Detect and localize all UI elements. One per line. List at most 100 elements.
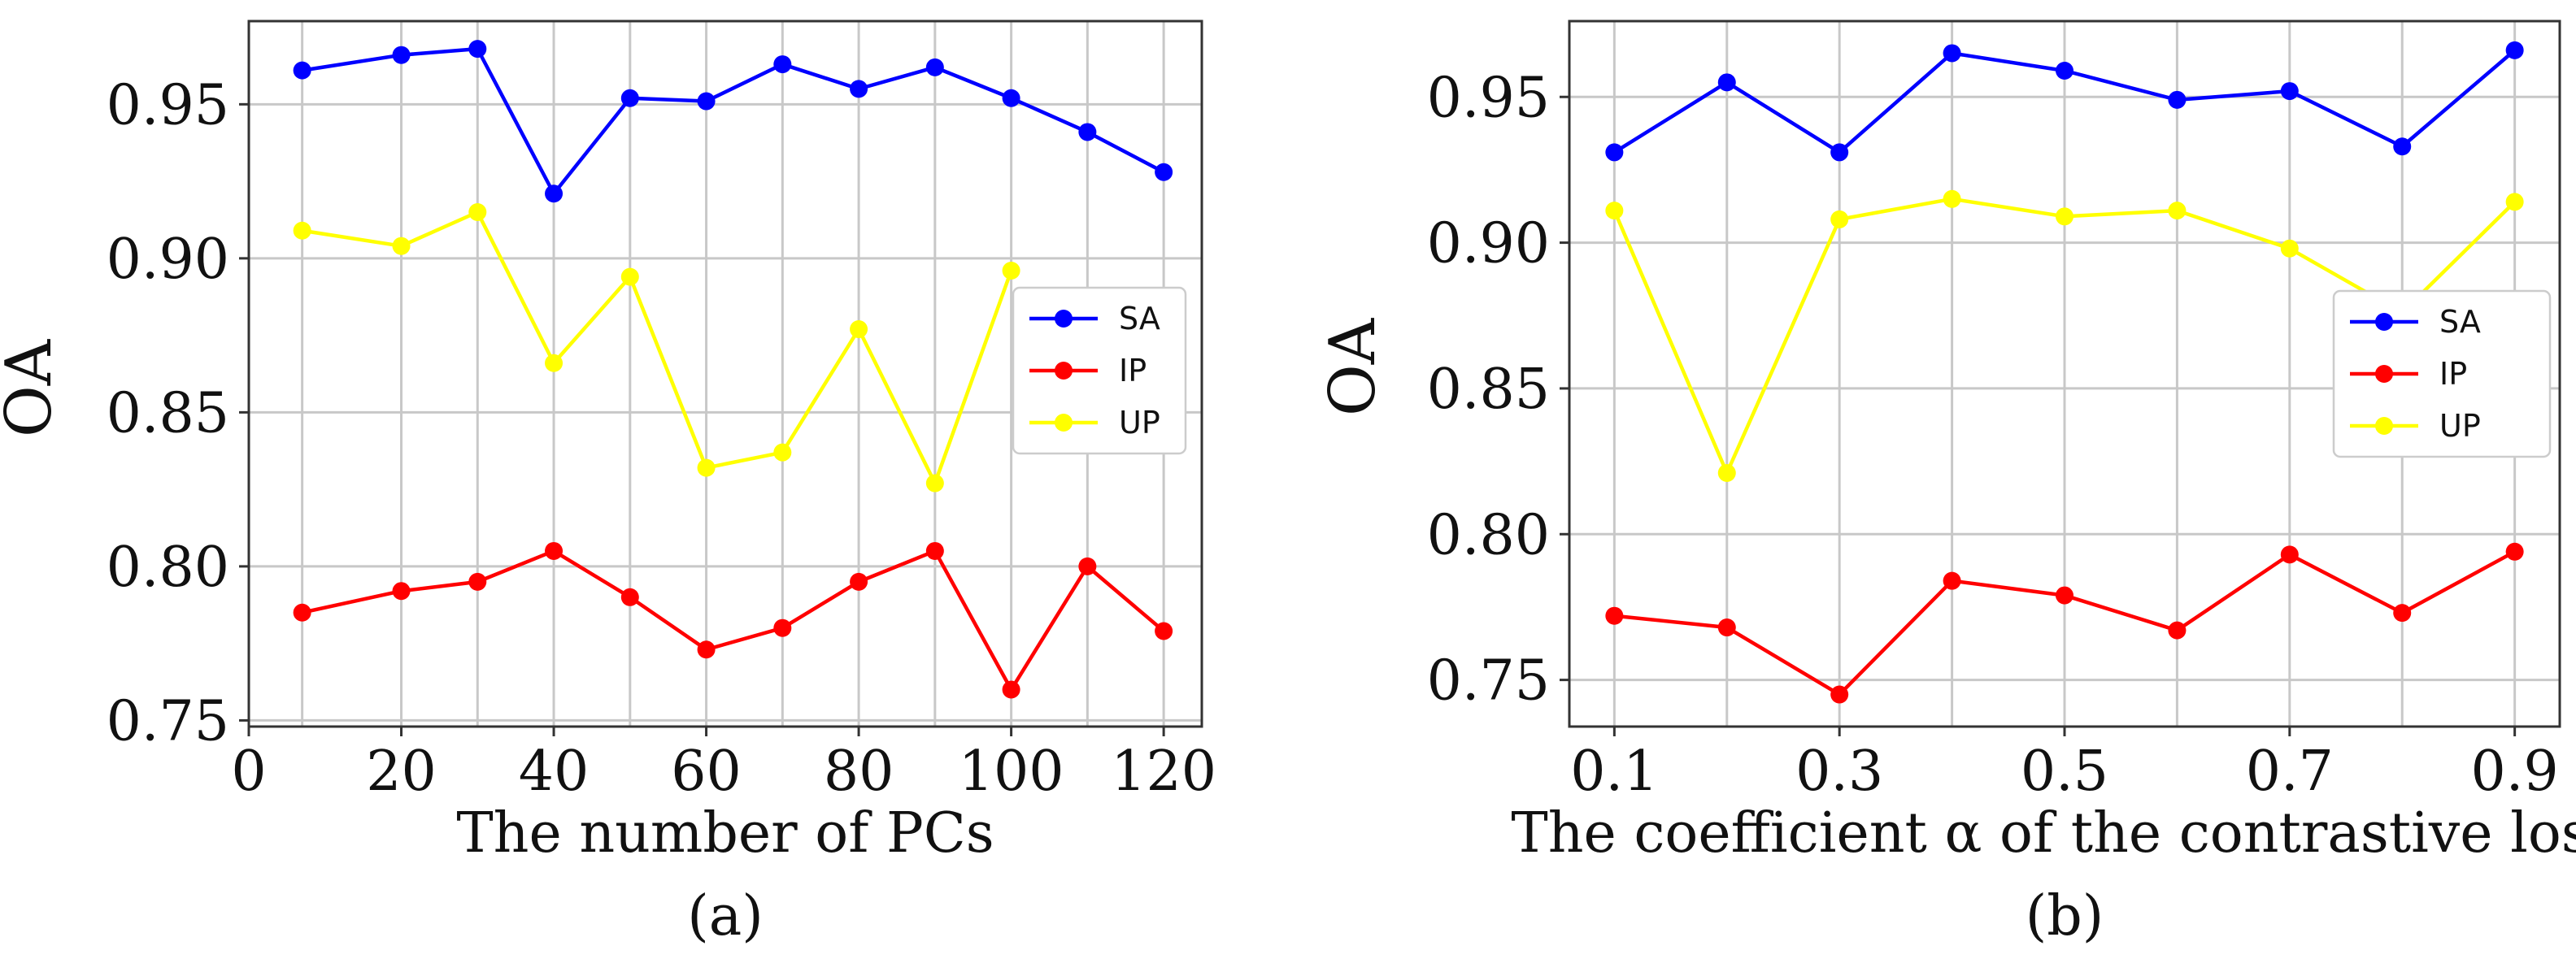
data-point-up — [1002, 262, 1020, 280]
x-tick-label: 40 — [519, 740, 590, 804]
y-axis-label: OA — [1316, 317, 1390, 416]
panel-label: (b) — [2026, 884, 2104, 948]
data-point-up — [2056, 207, 2073, 226]
data-point-up — [1943, 189, 1961, 208]
legend-swatch-marker — [2375, 417, 2393, 435]
x-tick-label: 0.9 — [2471, 740, 2559, 804]
legend-swatch-marker — [1055, 414, 1073, 432]
y-tick-label: 0.80 — [107, 536, 229, 600]
series-ip — [293, 541, 1173, 699]
legend-label-up: UP — [2439, 408, 2481, 444]
data-point-up — [1605, 202, 1624, 220]
legend-label-ip: IP — [2439, 356, 2467, 392]
data-point-sa — [620, 89, 639, 107]
data-point-ip — [2505, 542, 2524, 561]
data-point-ip — [850, 572, 868, 591]
y-tick-label: 0.75 — [1427, 649, 1550, 714]
data-point-sa — [1605, 143, 1624, 162]
data-point-ip — [620, 588, 639, 606]
x-tick-label: 0.3 — [1795, 740, 1883, 804]
x-tick-label: 60 — [671, 740, 742, 804]
data-point-sa — [392, 46, 411, 64]
legend-box — [1012, 286, 1187, 455]
data-point-sa — [773, 55, 792, 74]
data-point-ip — [773, 618, 792, 637]
legend-label-sa: SA — [2439, 304, 2481, 340]
y-tick-label: 0.90 — [107, 228, 229, 292]
data-point-up — [697, 458, 716, 477]
data-point-sa — [293, 61, 311, 80]
data-point-ip — [697, 640, 716, 659]
data-point-up — [1717, 463, 1736, 482]
legend-swatch-marker — [1055, 310, 1073, 328]
data-point-sa — [1078, 123, 1097, 141]
data-point-ip — [1002, 680, 1020, 699]
data-point-up — [2505, 193, 2524, 211]
data-point-ip — [1943, 571, 1961, 590]
x-tick-label: 120 — [1111, 740, 1216, 804]
legend-label-up: UP — [1119, 405, 1160, 440]
legend-swatch-marker — [2375, 313, 2393, 331]
legend-swatch-marker — [1055, 362, 1073, 380]
data-point-sa — [2505, 41, 2524, 59]
data-point-sa — [1717, 73, 1736, 92]
data-point-sa — [2056, 61, 2073, 80]
series-up — [293, 203, 1020, 493]
series-line-up — [302, 210, 1013, 485]
data-point-up — [293, 221, 311, 240]
chart-panel-a: 0.75 0.80 0.85 0.90 0.95 0 20 40 60 80 100 120 SA IP U… — [0, 20, 1216, 948]
x-axis-label: The number of PCs — [456, 801, 994, 866]
legend: SA IP UP — [1012, 286, 1187, 455]
data-point-sa — [1002, 89, 1020, 107]
data-point-ip — [1605, 606, 1624, 625]
data-point-sa — [1155, 163, 1173, 181]
data-point-up — [620, 267, 639, 286]
series-sa — [1605, 41, 2524, 162]
data-point-up — [773, 443, 792, 462]
legend: SA IP UP — [2332, 289, 2552, 458]
data-point-up — [850, 320, 868, 339]
data-point-sa — [2168, 90, 2187, 109]
x-axis-label: The coefficient α of the contrastive los… — [1511, 801, 2576, 866]
x-tick-label: 80 — [824, 740, 894, 804]
data-point-ip — [2056, 586, 2073, 605]
y-tick-label: 0.75 — [107, 689, 229, 753]
data-point-ip — [293, 603, 311, 622]
data-point-ip — [392, 582, 411, 601]
data-point-sa — [545, 184, 564, 203]
y-tick-label: 0.95 — [107, 73, 229, 137]
data-point-sa — [468, 40, 487, 59]
data-point-up — [2280, 239, 2299, 258]
data-point-ip — [545, 541, 564, 560]
y-tick-label: 0.90 — [1427, 212, 1550, 276]
data-point-up — [1830, 210, 1849, 228]
y-axis-label: OA — [0, 338, 66, 437]
x-tick-label: 0.7 — [2246, 740, 2334, 804]
data-point-sa — [2393, 137, 2412, 156]
legend-swatch-marker — [2375, 365, 2393, 383]
data-point-ip — [1155, 622, 1173, 640]
data-point-up — [468, 203, 487, 222]
x-tick-label: 0.1 — [1570, 740, 1658, 804]
y-tick-label: 0.85 — [1427, 358, 1550, 422]
x-tick-label: 20 — [366, 740, 437, 804]
data-point-up — [925, 474, 944, 493]
y-tick-label: 0.80 — [1427, 503, 1550, 567]
data-point-ip — [1717, 618, 1736, 637]
y-tick-label: 0.85 — [107, 381, 229, 445]
data-point-ip — [2168, 621, 2187, 640]
data-point-ip — [2280, 545, 2299, 564]
data-point-sa — [1830, 143, 1849, 162]
series-ip — [1605, 542, 2524, 704]
series-sa — [293, 40, 1173, 203]
legend-label-sa: SA — [1119, 301, 1160, 336]
plot-frame — [247, 20, 1203, 728]
data-point-sa — [1943, 44, 1961, 63]
data-point-ip — [1830, 685, 1849, 704]
data-point-sa — [850, 80, 868, 98]
data-point-up — [545, 354, 564, 372]
series-line-sa — [302, 46, 1165, 196]
legend-label-ip: IP — [1119, 353, 1147, 388]
series-line-ip — [302, 549, 1165, 692]
